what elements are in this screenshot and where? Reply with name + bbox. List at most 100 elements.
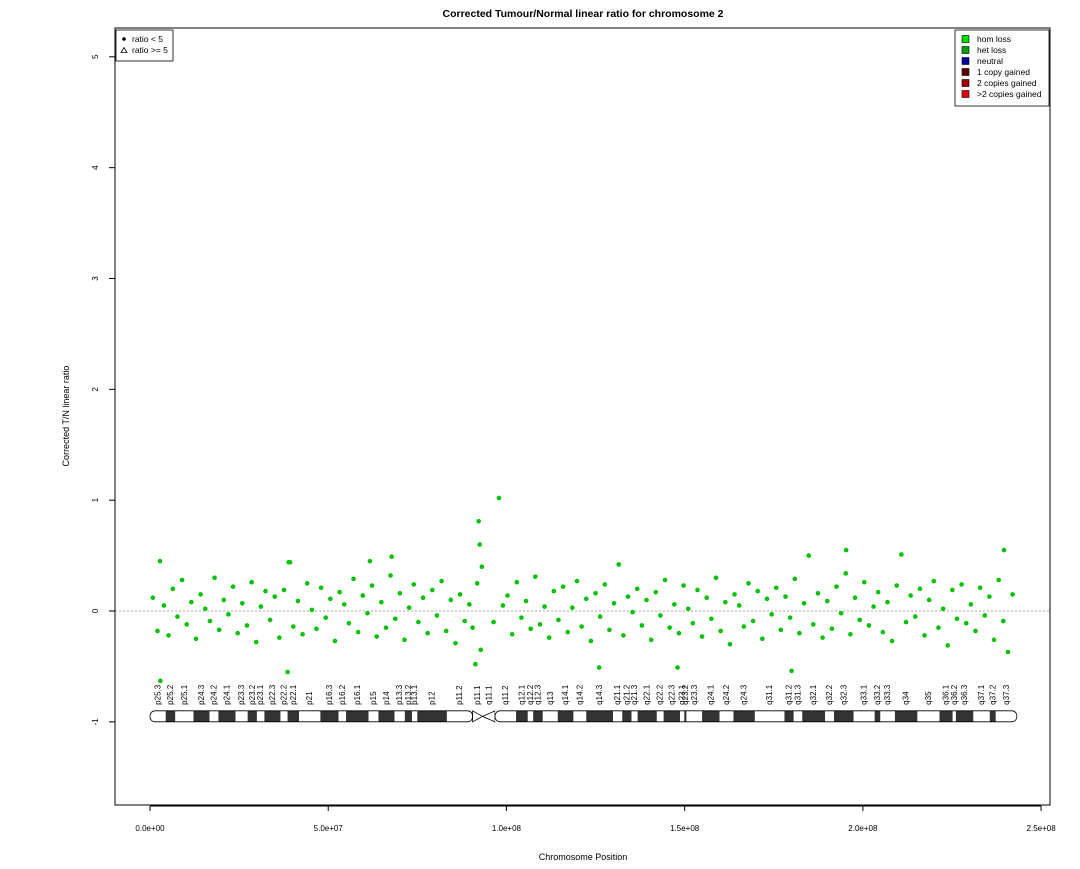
band: [680, 710, 685, 722]
point: [931, 578, 937, 584]
band-label: q36.2: [950, 684, 959, 705]
point: [866, 623, 872, 628]
band: [533, 710, 543, 722]
point: [509, 632, 515, 637]
band: [834, 710, 854, 722]
point: [675, 665, 680, 670]
point: [713, 575, 719, 581]
point: [290, 624, 296, 629]
legend-box: [115, 29, 174, 62]
point: [848, 632, 853, 637]
point: [903, 619, 909, 625]
point: [389, 554, 394, 560]
chart-title: Corrected Tumour/Normal linear ratio for…: [442, 8, 723, 20]
band: [338, 710, 347, 722]
point: [184, 622, 190, 627]
point: [556, 617, 561, 623]
point: [787, 615, 793, 620]
point: [945, 643, 951, 648]
band: [298, 710, 321, 722]
band: [527, 710, 534, 722]
point: [179, 577, 185, 583]
point: [630, 609, 635, 615]
point: [596, 665, 602, 670]
point: [230, 584, 236, 589]
point: [170, 586, 176, 592]
point: [973, 628, 978, 634]
band-label: p16.2: [338, 684, 347, 705]
band: [793, 710, 803, 722]
point: [457, 592, 463, 597]
point: [249, 579, 254, 585]
points: [150, 495, 1015, 684]
point: [834, 584, 839, 589]
band-label: q14.3: [595, 684, 604, 705]
point: [379, 599, 384, 605]
point: [829, 626, 835, 632]
band: [880, 710, 895, 722]
band: [247, 710, 257, 722]
legend-box: [954, 29, 1050, 107]
point: [838, 610, 844, 616]
band: [175, 710, 194, 722]
point: [155, 628, 160, 634]
band-label: q37.1: [977, 684, 986, 705]
point: [439, 578, 444, 584]
point: [198, 592, 203, 597]
y-tick-label: 2: [91, 387, 100, 392]
band: [264, 710, 281, 722]
band-label: q31.3: [794, 684, 803, 705]
band: [394, 710, 405, 722]
point: [1001, 618, 1006, 624]
point: [811, 622, 816, 627]
point: [166, 633, 171, 638]
band: [193, 710, 210, 722]
point: [722, 599, 728, 605]
point: [820, 635, 825, 640]
point: [597, 614, 603, 619]
y-tick-label: 1: [91, 497, 100, 502]
point: [699, 634, 705, 639]
point: [253, 639, 259, 645]
point: [505, 593, 510, 598]
point: [309, 607, 315, 613]
point: [583, 596, 589, 602]
point: [940, 606, 946, 612]
band: [684, 710, 687, 722]
point: [365, 610, 370, 616]
point: [519, 615, 524, 620]
point: [588, 638, 594, 644]
band: [209, 710, 219, 722]
band-label: q21.2: [622, 684, 631, 705]
point: [996, 577, 1001, 583]
point: [676, 630, 682, 636]
point: [189, 599, 194, 605]
point: [681, 583, 686, 588]
point: [496, 495, 502, 501]
band-label: q35: [924, 691, 933, 705]
band-label: q21.3: [630, 684, 639, 705]
point: [479, 564, 485, 569]
point: [240, 600, 245, 606]
point: [936, 625, 941, 630]
legend-swatch: [961, 68, 970, 76]
band: [622, 710, 632, 722]
point: [537, 622, 543, 627]
band: [955, 710, 974, 722]
point: [448, 597, 454, 603]
band-label: p23.2: [248, 684, 257, 705]
legend-symbol: [122, 37, 126, 41]
point: [235, 630, 240, 636]
point: [193, 636, 199, 642]
point: [917, 586, 923, 592]
point: [852, 595, 858, 601]
band: [917, 710, 940, 722]
point: [658, 613, 663, 618]
point: [922, 633, 927, 638]
band-label: p23.1: [256, 684, 265, 705]
point: [300, 632, 305, 637]
point: [175, 614, 180, 619]
point: [926, 597, 932, 603]
point: [514, 579, 520, 585]
point: [885, 599, 890, 605]
